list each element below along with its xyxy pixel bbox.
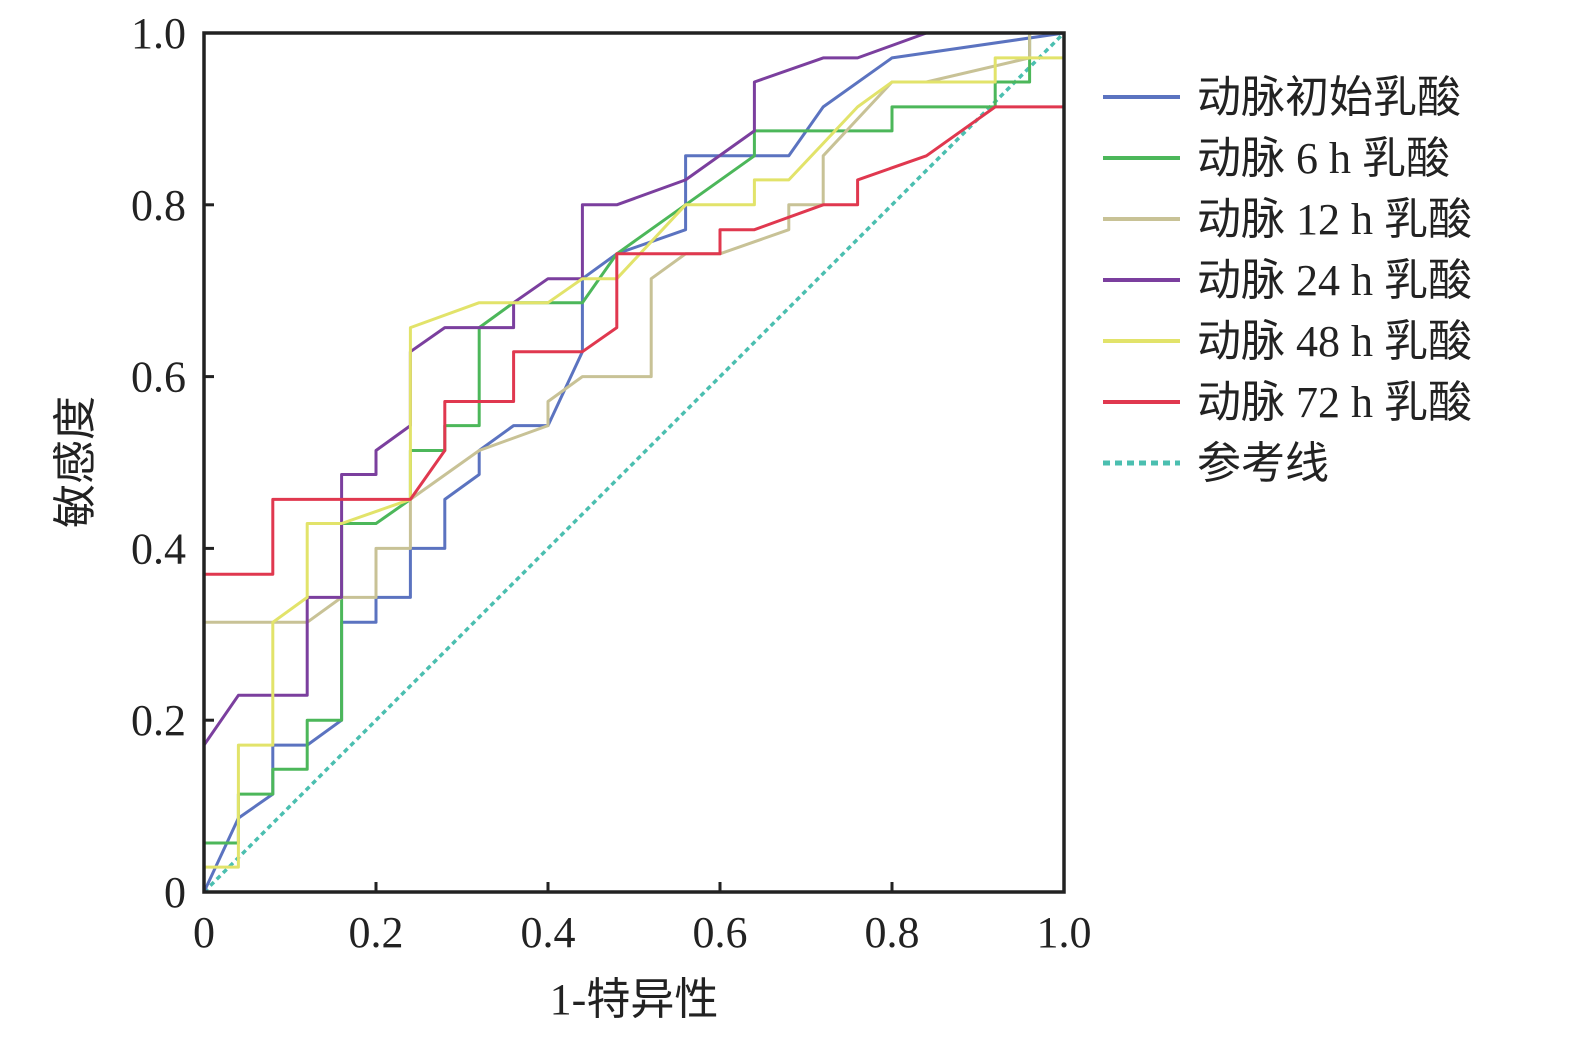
plot-frame xyxy=(202,31,1066,894)
legend-label: 参考线 xyxy=(1197,439,1329,488)
y-tick-label: 0.8 xyxy=(131,181,186,230)
legend-item: 参考线 xyxy=(1103,439,1329,488)
legend-label: 动脉 12 h 乳酸 xyxy=(1197,195,1472,244)
x-axis-label: 1-特异性 xyxy=(550,975,719,1024)
legend-item: 动脉初始乳酸 xyxy=(1103,73,1461,122)
legend-item: 动脉 12 h 乳酸 xyxy=(1103,195,1472,244)
legend-item: 动脉 6 h 乳酸 xyxy=(1103,134,1450,183)
legend-label: 动脉 72 h 乳酸 xyxy=(1197,378,1472,427)
series-line-4 xyxy=(202,56,1064,892)
x-tick-label: 1.0 xyxy=(1037,908,1092,957)
y-tick-label: 0.2 xyxy=(131,696,186,745)
y-axis-label: 敏感度 xyxy=(51,396,100,528)
y-tick-label: 1.0 xyxy=(131,9,186,58)
series-line-6 xyxy=(202,31,1066,894)
legend-item: 动脉 24 h 乳酸 xyxy=(1103,256,1472,305)
legend-label: 动脉 6 h 乳酸 xyxy=(1197,134,1450,183)
x-tick-label: 0.2 xyxy=(349,908,404,957)
x-tick-label: 0.4 xyxy=(521,908,576,957)
x-tick-label: 0.6 xyxy=(693,908,748,957)
y-tick-label: 0.4 xyxy=(131,524,186,573)
y-tick-label: 0 xyxy=(164,868,186,917)
legend-label: 动脉初始乳酸 xyxy=(1197,73,1461,122)
x-tick-label: 0.8 xyxy=(865,908,920,957)
ticks-layer: 0 0.2 0.4 0.6 0.8 1.0 0 0.2 0.4 0.6 0.8 1.0 xyxy=(131,9,1092,957)
legend-item: 动脉 48 h 乳酸 xyxy=(1103,317,1472,366)
series-line-5 xyxy=(202,105,1064,892)
y-tick-label: 0.6 xyxy=(131,353,186,402)
series-line-0 xyxy=(202,31,1065,893)
legend-label: 动脉 48 h 乳酸 xyxy=(1197,317,1472,366)
legend-label: 动脉 24 h 乳酸 xyxy=(1197,256,1472,305)
legend-item: 动脉 72 h 乳酸 xyxy=(1103,378,1472,427)
x-tick-label: 0 xyxy=(193,908,215,957)
series-layer xyxy=(202,31,1066,894)
